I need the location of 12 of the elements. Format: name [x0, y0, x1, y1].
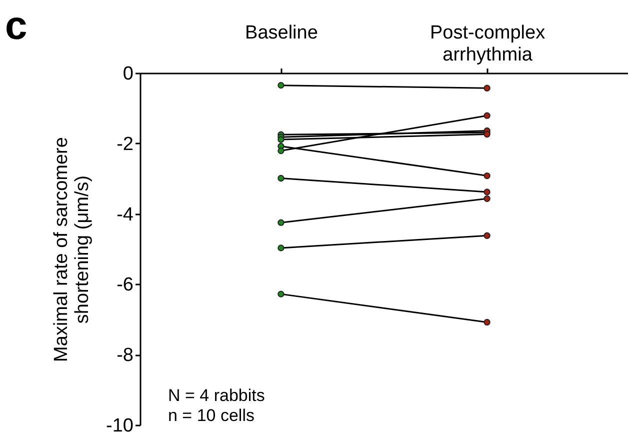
x-tick-label: Baseline — [245, 22, 318, 44]
y-tick-label: -4 — [116, 204, 134, 226]
annotation: n = 10 cells — [168, 406, 254, 425]
y-tick-label: -6 — [116, 274, 134, 296]
y-tick-label: -2 — [116, 134, 134, 155]
y-axis-title: Maximal rate of sarcomere shortening (μm/s) — [51, 137, 94, 362]
chart-title: c — [5, 4, 28, 48]
y-tick-label: -8 — [116, 345, 134, 366]
x-tick-label: Post-complex arrhythmia — [430, 22, 546, 66]
y-tick-label: 0 — [122, 64, 134, 84]
annotation: N = 4 rabbits — [168, 386, 265, 405]
y-tick-label: -10 — [106, 416, 134, 436]
